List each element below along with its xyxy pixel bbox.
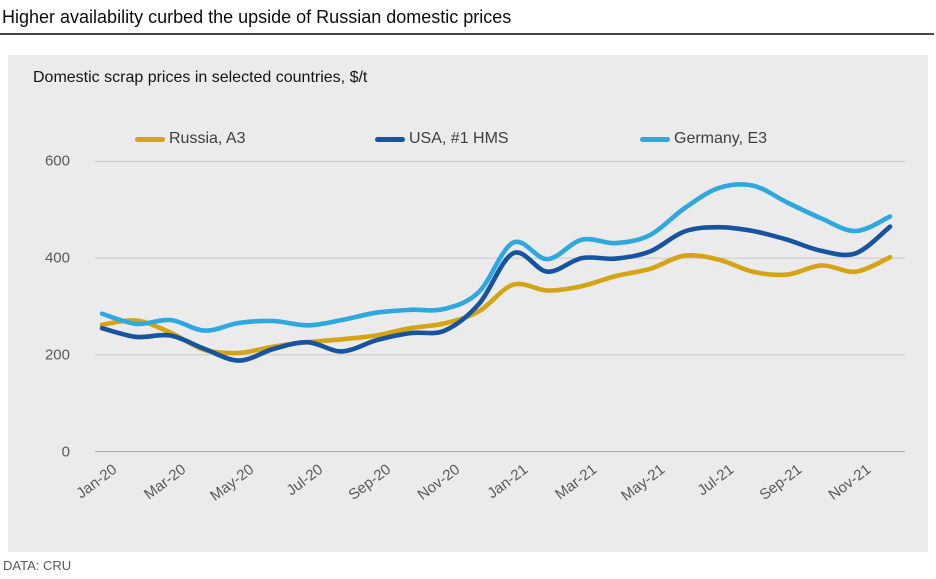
chart-panel: Domestic scrap prices in selected countr… [8, 55, 928, 552]
legend-item-usa: USA, #1 HMS [375, 129, 509, 149]
legend-label-russia: Russia, A3 [169, 130, 246, 147]
y-tick-400: 400 [44, 249, 70, 267]
chart-subtitle: Domestic scrap prices in selected countr… [33, 69, 368, 86]
legend-swatch-usa [375, 136, 405, 142]
title-rule [0, 33, 934, 35]
legend-label-germany: Germany, E3 [674, 130, 768, 147]
chart-footer: DATA: CRU [3, 558, 72, 573]
y-tick-600: 600 [44, 152, 70, 170]
legend-swatch-germany [640, 136, 670, 142]
legend-swatch-russia [135, 136, 165, 142]
series-line-russia-a3 [99, 252, 893, 356]
legend-label-usa: USA, #1 HMS [409, 130, 509, 147]
y-tick-0: 0 [61, 443, 70, 460]
series-line-usa-1-hms [99, 224, 893, 363]
legend-item-russia: Russia, A3 [135, 129, 245, 149]
page-title: Higher availability curbed the upside of… [2, 7, 512, 27]
line-chart [95, 160, 905, 452]
y-tick-200: 200 [44, 346, 70, 364]
legend-item-germany: Germany, E3 [640, 129, 767, 149]
series-line-germany-e3 [99, 182, 893, 333]
